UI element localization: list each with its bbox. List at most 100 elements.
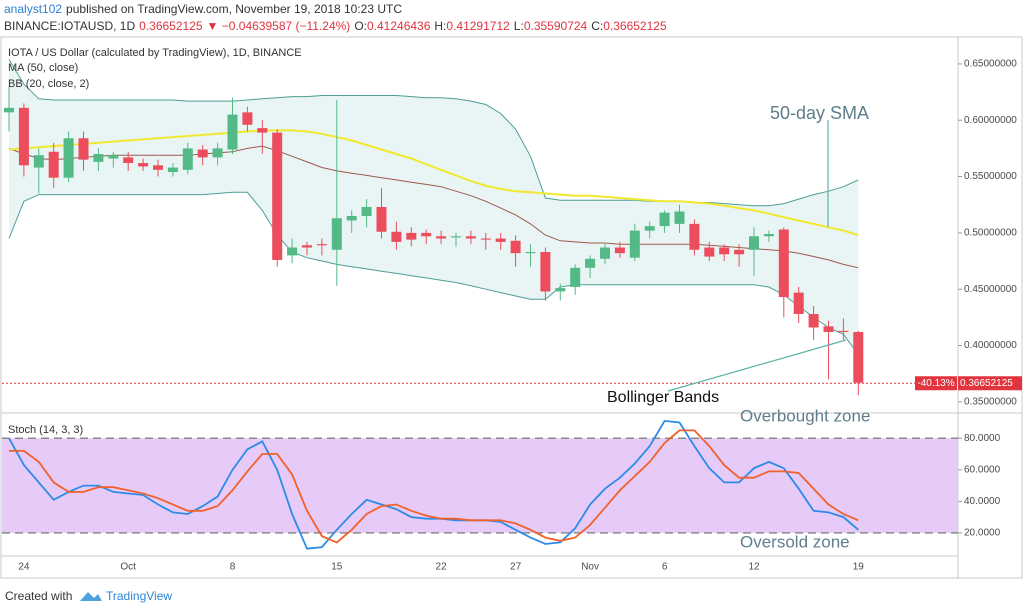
candle-body xyxy=(376,206,387,232)
candle-body xyxy=(33,155,44,168)
bollinger-basis xyxy=(8,145,859,269)
annotation-line xyxy=(667,339,847,392)
stoch-line xyxy=(9,429,859,544)
candle-body xyxy=(570,267,581,287)
candle-body xyxy=(629,230,640,258)
ohlc-value: 0.41246436 xyxy=(367,19,431,33)
annotation: Overbought zone xyxy=(740,406,870,425)
y-tick-label: 0.50000000 xyxy=(964,228,1017,239)
candle-body xyxy=(778,229,789,298)
candle-body xyxy=(436,236,447,239)
candle-body xyxy=(793,292,804,314)
candle-body xyxy=(4,107,14,113)
candle-body xyxy=(48,151,59,178)
candle-body xyxy=(525,252,536,254)
footer-text: Created with xyxy=(5,589,72,603)
stoch-line xyxy=(8,419,859,550)
candle-body xyxy=(63,138,74,178)
candle-body xyxy=(495,238,506,242)
x-tick-label: 6 xyxy=(662,562,668,573)
y-tick-label: 0.65000000 xyxy=(964,59,1017,70)
candle-body xyxy=(167,167,178,173)
chart-title: IOTA / US Dollar (calculated by TradingV… xyxy=(8,47,302,59)
candle-body xyxy=(749,236,759,250)
candle-body xyxy=(242,112,253,125)
candle-body xyxy=(123,157,134,164)
legend-entry: BB (20, close, 2) xyxy=(8,78,89,90)
candle-body xyxy=(302,245,312,248)
candle-body xyxy=(346,215,357,221)
candle-body xyxy=(182,148,193,170)
candle-body xyxy=(227,114,238,150)
chart-title: Stoch (14, 3, 3) xyxy=(8,424,83,436)
y-tick-label: 0.55000000 xyxy=(964,171,1017,182)
legend-entry: MA (50, close) xyxy=(8,62,78,74)
y-tick-label: 0.40000000 xyxy=(964,340,1017,351)
change-tag-label: -40.13% xyxy=(917,378,954,389)
annotation: Oversold zone xyxy=(740,532,850,551)
annotation: 50-day SMA xyxy=(770,103,869,123)
candle-body xyxy=(510,240,521,254)
candle-body xyxy=(451,236,461,238)
candle-body xyxy=(644,226,655,231)
x-tick-label: 12 xyxy=(748,562,760,573)
candle-body xyxy=(78,138,89,160)
annotation: Bollinger Bands xyxy=(607,389,719,406)
candle-body xyxy=(18,107,29,166)
candle-body xyxy=(674,211,685,224)
candle-body xyxy=(555,288,566,292)
candle-body xyxy=(108,155,119,159)
candle-body xyxy=(465,236,476,239)
bollinger-band xyxy=(8,191,859,355)
candle-body xyxy=(406,232,417,240)
candle-body xyxy=(763,234,774,237)
candle-body xyxy=(212,148,223,158)
candle-body xyxy=(361,206,372,216)
candle-body xyxy=(138,163,149,167)
band-fill xyxy=(2,438,958,533)
ohlc-value: 0.35590724 xyxy=(524,19,588,33)
change-tag xyxy=(915,376,957,391)
ohlc-label: H: xyxy=(434,19,446,33)
candle-body xyxy=(272,132,283,260)
published: published on TradingView.com, November 1… xyxy=(66,2,402,16)
x-tick-label: 19 xyxy=(853,562,865,573)
brand-logo xyxy=(80,592,102,601)
candle-body xyxy=(257,128,268,133)
brand[interactable]: TradingView xyxy=(106,589,172,603)
candle-body xyxy=(93,154,104,162)
symbol: BINANCE:IOTAUSD, 1D xyxy=(4,19,135,33)
x-tick-label: 27 xyxy=(510,562,522,573)
candle-body xyxy=(331,218,342,250)
candle-body xyxy=(853,332,864,383)
chart-frame xyxy=(0,36,1023,579)
candle-body xyxy=(287,247,298,256)
x-tick-label: 24 xyxy=(18,562,30,573)
header-line: analyst102 published on TradingView.com, … xyxy=(4,2,402,16)
candle-body xyxy=(838,330,849,333)
candle-body xyxy=(614,247,625,254)
price: 0.36652125 xyxy=(139,19,203,33)
x-tick-label: 15 xyxy=(331,562,343,573)
y-tick-label: 40.0000 xyxy=(964,496,1001,507)
candle-body xyxy=(704,247,715,257)
ohlc-label: O: xyxy=(354,19,367,33)
y-tick-label: 0.35000000 xyxy=(964,397,1017,408)
y-tick-label: 0.45000000 xyxy=(964,284,1017,295)
candle-body xyxy=(480,238,491,240)
x-tick-label: Oct xyxy=(120,562,136,573)
ohlc-label: C: xyxy=(591,19,603,33)
author[interactable]: analyst102 xyxy=(4,2,62,16)
chart-area: 0.65000000 0.60000000 0.55000000 0.50000000… xyxy=(2,59,1022,573)
candle-body xyxy=(719,247,730,255)
ohlc-label: L: xyxy=(514,19,524,33)
ohlc-value: 0.41291712 xyxy=(446,19,510,33)
candle-body xyxy=(585,258,596,268)
candle-body xyxy=(197,149,208,158)
change: ▼ −0.04639587 (−11.24%) xyxy=(207,19,351,33)
price-tag-label: 0.36652125 xyxy=(960,378,1013,389)
candle-body xyxy=(808,313,819,328)
x-tick-label: 22 xyxy=(436,562,448,573)
